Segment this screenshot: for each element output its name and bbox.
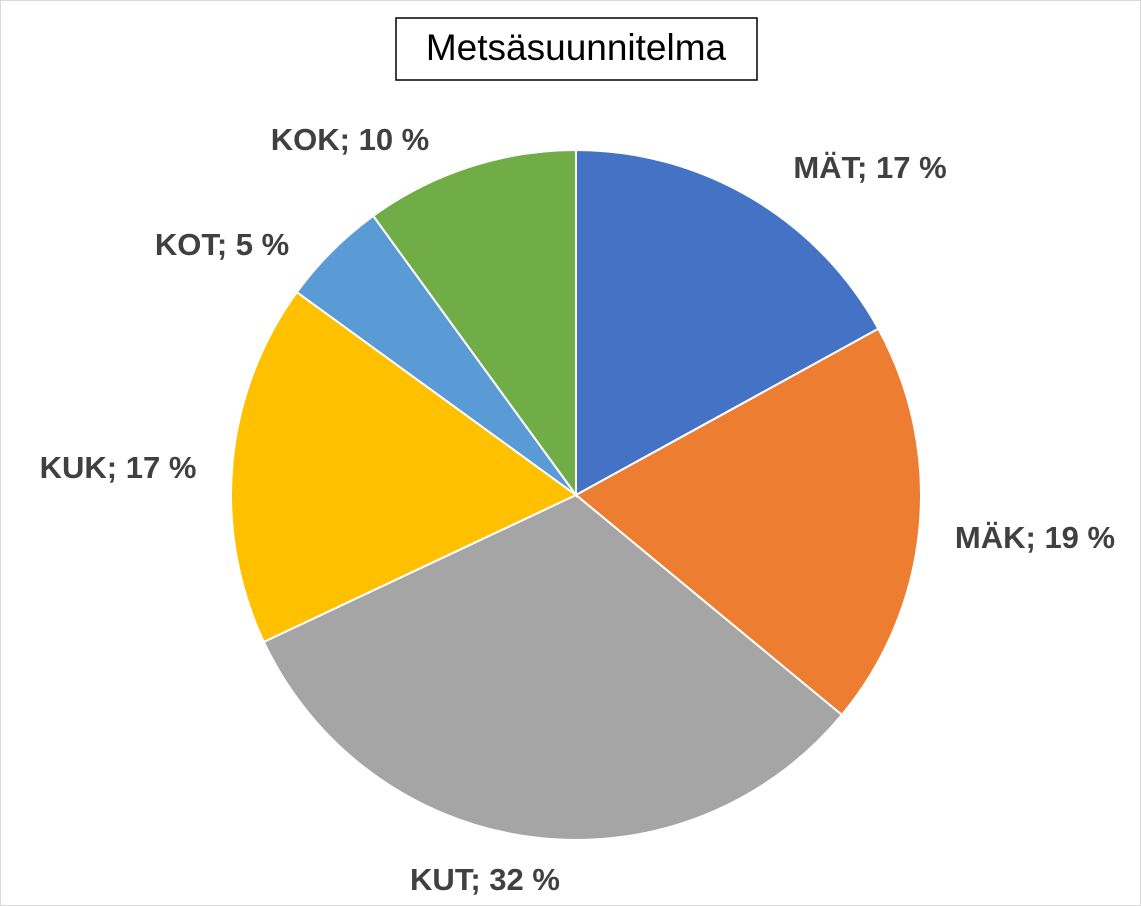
data-label: KOT; 5 % <box>155 227 289 262</box>
label-separator: ; <box>1026 520 1045 555</box>
label-value: 17 % <box>876 150 947 185</box>
label-value: 19 % <box>1044 520 1115 555</box>
label-separator: ; <box>340 122 359 157</box>
label-category: KOK <box>271 122 341 157</box>
label-category: KUT <box>410 862 474 897</box>
title-box <box>395 17 758 81</box>
data-label: MÄK; 19 % <box>955 520 1115 555</box>
data-label: MÄT; 17 % <box>793 150 946 185</box>
label-category: KUK <box>40 450 108 485</box>
data-label: KUT; 32 % <box>410 862 560 897</box>
label-value: 32 % <box>489 862 560 897</box>
data-label: KOK; 10 % <box>271 122 430 157</box>
pie-slice <box>262 493 844 841</box>
label-separator: ; <box>470 862 489 897</box>
chart-title: Metsäsuunnitelma <box>426 27 727 68</box>
pie-slice <box>574 327 922 717</box>
label-separator: ; <box>107 450 126 485</box>
pie-slice <box>230 290 578 644</box>
label-separator: ; <box>217 227 236 262</box>
pie-slice <box>371 148 577 499</box>
label-category: MÄT <box>793 150 860 185</box>
label-value: 17 % <box>126 450 197 485</box>
pie-slice <box>575 148 880 497</box>
data-label: KUK; 17 % <box>40 450 197 485</box>
pie <box>230 148 922 841</box>
label-category: KOT <box>155 227 221 262</box>
label-category: MÄK <box>955 520 1026 555</box>
label-separator: ; <box>857 150 876 185</box>
label-value: 10 % <box>359 122 430 157</box>
label-value: 5 % <box>236 227 289 262</box>
